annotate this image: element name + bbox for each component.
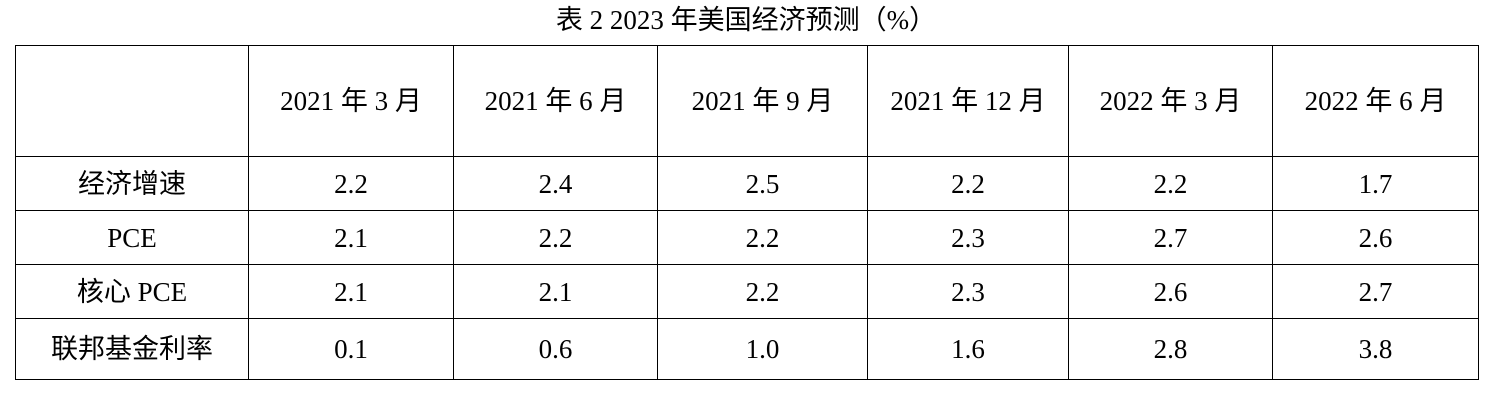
value-cell: 2.8 — [1068, 318, 1273, 380]
value-cell: 2.1 — [248, 210, 454, 265]
column-header: 2021 年 12 月 — [867, 45, 1069, 157]
value-cell: 2.7 — [1272, 264, 1479, 319]
corner-cell — [15, 45, 249, 157]
column-header: 2022 年 6 月 — [1272, 45, 1479, 157]
value-cell: 2.4 — [453, 156, 658, 211]
table-row: 联邦基金利率 0.1 0.6 1.0 1.6 2.8 3.8 — [15, 318, 1479, 380]
value-cell: 2.2 — [1068, 156, 1273, 211]
value-cell: 0.6 — [453, 318, 658, 380]
value-cell: 0.1 — [248, 318, 454, 380]
value-cell: 1.7 — [1272, 156, 1479, 211]
value-cell: 2.1 — [453, 264, 658, 319]
table-head: 2021 年 3 月 2021 年 6 月 2021 年 9 月 2021 年 12 … — [15, 45, 1479, 157]
forecast-table: 2021 年 3 月 2021 年 6 月 2021 年 9 月 2021 年 12 … — [15, 45, 1479, 380]
row-label: 联邦基金利率 — [15, 318, 249, 380]
value-cell: 2.1 — [248, 264, 454, 319]
value-cell: 2.2 — [657, 210, 868, 265]
table-row: 核心 PCE 2.1 2.1 2.2 2.3 2.6 2.7 — [15, 264, 1479, 319]
value-cell: 2.2 — [248, 156, 454, 211]
value-cell: 2.7 — [1068, 210, 1273, 265]
value-cell: 2.2 — [867, 156, 1069, 211]
value-cell: 2.6 — [1068, 264, 1273, 319]
value-cell: 2.2 — [657, 264, 868, 319]
row-label: PCE — [15, 210, 249, 265]
value-cell: 2.2 — [453, 210, 658, 265]
value-cell: 2.3 — [867, 210, 1069, 265]
header-row: 2021 年 3 月 2021 年 6 月 2021 年 9 月 2021 年 12 … — [15, 45, 1479, 157]
value-cell: 3.8 — [1272, 318, 1479, 380]
value-cell: 1.0 — [657, 318, 868, 380]
table-row: PCE 2.1 2.2 2.2 2.3 2.7 2.6 — [15, 210, 1479, 265]
value-cell: 2.6 — [1272, 210, 1479, 265]
table-row: 经济增速 2.2 2.4 2.5 2.2 2.2 1.7 — [15, 156, 1479, 211]
column-header: 2021 年 6 月 — [453, 45, 658, 157]
column-header: 2022 年 3 月 — [1068, 45, 1273, 157]
table-body: 经济增速 2.2 2.4 2.5 2.2 2.2 1.7 PCE 2.1 2.2 2.2 2.3 2.7… — [15, 156, 1479, 380]
value-cell: 2.5 — [657, 156, 868, 211]
column-header: 2021 年 3 月 — [248, 45, 454, 157]
value-cell: 1.6 — [867, 318, 1069, 380]
table-title: 表 2 2023 年美国经济预测（%） — [555, 5, 937, 35]
column-header: 2021 年 9 月 — [657, 45, 868, 157]
row-label: 核心 PCE — [15, 264, 249, 319]
row-label: 经济增速 — [15, 156, 249, 211]
value-cell: 2.3 — [867, 264, 1069, 319]
